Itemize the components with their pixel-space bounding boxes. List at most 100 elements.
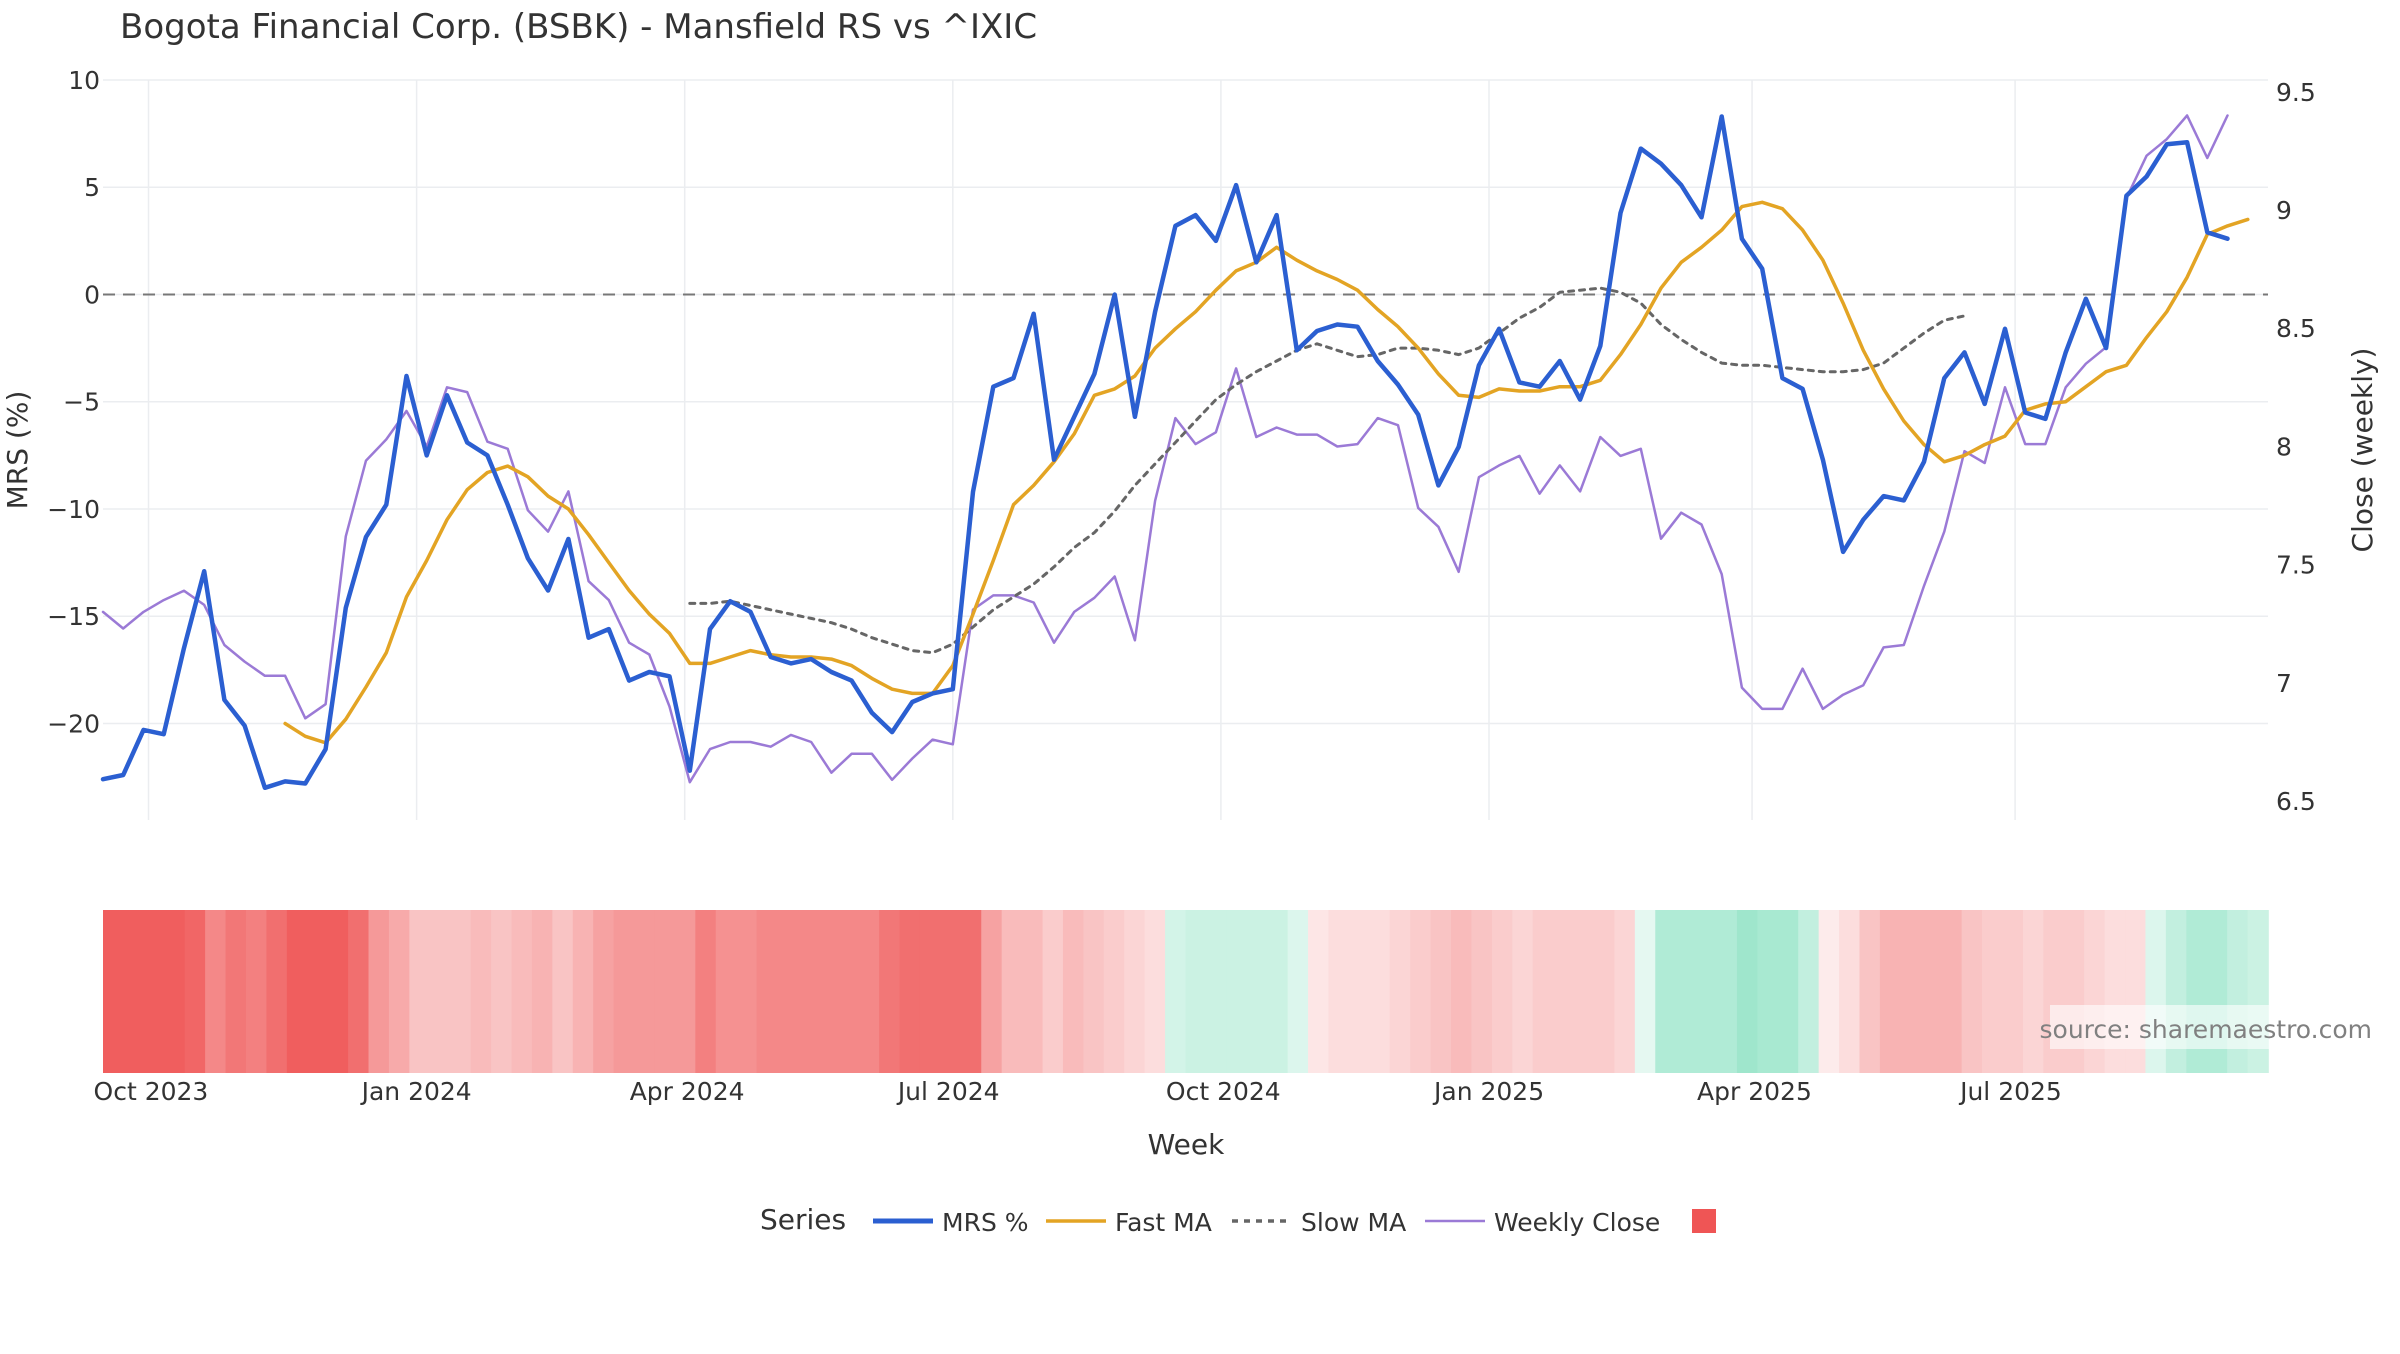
- y-right-tick-label-3: 8: [2276, 432, 2292, 461]
- y-left-tick-label-6: −20: [47, 709, 100, 738]
- x-tick-label-4: Oct 2024: [1166, 1077, 1281, 1106]
- strip-cell-84: [1818, 910, 1840, 1073]
- strip-cell-92: [1982, 910, 2004, 1073]
- strip-cell-59: [1308, 910, 1330, 1073]
- axes: 10 5 0 −5 −10 −15 −20 9.5 9 8.5 8 7.5 7 6.5 Oct 2023 Ja…: [47, 66, 2316, 1106]
- strip-cell-78: [1696, 910, 1718, 1073]
- strip-cell-83: [1798, 910, 1820, 1073]
- strip-cell-53: [1185, 910, 1207, 1073]
- series-lines: [100, 114, 2250, 791]
- series-line-fast-ma: [283, 200, 2250, 745]
- legend-label-slow: Slow MA: [1301, 1208, 1406, 1237]
- strip-cell-5: [205, 910, 227, 1073]
- strip-cell-85: [1839, 910, 1861, 1073]
- strip-cell-0: [103, 910, 125, 1073]
- strip-cell-89: [1920, 910, 1943, 1073]
- watermark: source: sharemaestro.com: [2040, 1015, 2373, 1044]
- chart-title: Bogota Financial Corp. (BSBK) - Mansfiel…: [120, 7, 1037, 47]
- strip-cell-31: [736, 910, 758, 1073]
- strip-cell-10: [307, 910, 329, 1073]
- strip-cell-19: [491, 910, 513, 1073]
- strip-cell-90: [1941, 910, 1963, 1073]
- strip-cell-82: [1777, 910, 1800, 1073]
- strip-cell-40: [919, 910, 942, 1073]
- strip-cell-71: [1553, 910, 1575, 1073]
- y-left-tick-label-2: 0: [84, 280, 100, 309]
- series-line-mrs: [100, 114, 2230, 791]
- strip-cell-52: [1165, 910, 1187, 1073]
- strip-cell-38: [879, 910, 901, 1073]
- y-axis-left-label: MRS (%): [1, 391, 34, 510]
- strip-cell-51: [1144, 910, 1166, 1073]
- strip-cell-87: [1879, 910, 1902, 1073]
- legend-title: Series: [760, 1203, 846, 1236]
- strip-cell-94: [2022, 910, 2045, 1073]
- strip-cell-44: [1001, 910, 1023, 1073]
- strip-cell-41: [940, 910, 962, 1073]
- y-right-tick-label-2: 8.5: [2276, 314, 2316, 343]
- strip-cell-72: [1573, 910, 1595, 1073]
- strip-cell-67: [1471, 910, 1493, 1073]
- y-left-tick-label-3: −5: [63, 388, 100, 417]
- strip-cell-32: [756, 910, 778, 1073]
- strip-cell-91: [1961, 910, 1983, 1073]
- x-tick-label-6: Apr 2025: [1697, 1077, 1812, 1106]
- series-line-slow-ma: [688, 286, 1966, 655]
- strip-cell-25: [613, 910, 635, 1073]
- strip-cell-27: [654, 910, 676, 1073]
- y-axis-right-label: Close (weekly): [2346, 348, 2379, 553]
- y-left-tick-label-5: −15: [47, 602, 100, 631]
- strip-cell-34: [797, 910, 819, 1073]
- y-right-tick-label-6: 6.5: [2276, 787, 2316, 816]
- strip-cell-47: [1062, 910, 1085, 1073]
- strip-cell-26: [634, 910, 656, 1073]
- strip-cell-86: [1859, 910, 1881, 1073]
- strip-cell-6: [225, 910, 247, 1073]
- strip-cell-55: [1226, 910, 1248, 1073]
- strip-cell-16: [429, 910, 452, 1073]
- regime-strip: [103, 910, 2269, 1073]
- y-right-tick-label-5: 7: [2276, 669, 2292, 698]
- strip-cell-9: [286, 910, 309, 1073]
- series-line-weekly-close: [101, 114, 2229, 784]
- strip-cell-54: [1205, 910, 1228, 1073]
- strip-cell-14: [388, 910, 411, 1073]
- strip-cell-93: [2002, 910, 2024, 1073]
- strip-cell-42: [960, 910, 983, 1073]
- x-tick-label-1: Jan 2024: [360, 1077, 472, 1106]
- strip-cell-63: [1389, 910, 1411, 1073]
- legend-label-mrs: MRS %: [942, 1208, 1029, 1237]
- strip-cell-56: [1246, 910, 1268, 1073]
- strip-cell-73: [1593, 910, 1616, 1073]
- strip-cell-75: [1634, 910, 1657, 1073]
- strip-cell-69: [1512, 910, 1534, 1073]
- strip-cell-35: [817, 910, 840, 1073]
- strip-cell-65: [1430, 910, 1452, 1073]
- strip-cell-23: [572, 910, 594, 1073]
- strip-cell-29: [695, 910, 717, 1073]
- strip-cell-58: [1287, 910, 1309, 1073]
- strip-cell-12: [348, 910, 370, 1073]
- strip-cell-77: [1675, 910, 1697, 1073]
- strip-cell-21: [531, 910, 554, 1073]
- strip-cell-20: [511, 910, 533, 1073]
- strip-cell-49: [1103, 910, 1126, 1073]
- strip-cell-15: [409, 910, 431, 1073]
- strip-cell-30: [715, 910, 737, 1073]
- x-tick-label-2: Apr 2024: [630, 1077, 745, 1106]
- strip-cell-61: [1348, 910, 1371, 1073]
- y-left-tick-label-1: 5: [84, 173, 100, 202]
- x-tick-label-3: Jul 2024: [896, 1077, 1000, 1106]
- strip-cell-37: [858, 910, 880, 1073]
- strip-cell-3: [164, 910, 186, 1073]
- strip-cell-4: [184, 910, 206, 1073]
- y-right-tick-label-4: 7.5: [2276, 551, 2316, 580]
- strip-cell-22: [552, 910, 574, 1073]
- strip-cell-62: [1369, 910, 1391, 1073]
- legend-label-close: Weekly Close: [1494, 1208, 1660, 1237]
- strip-cell-17: [450, 910, 472, 1073]
- strip-cell-13: [368, 910, 390, 1073]
- y-right-tick-label-0: 9.5: [2276, 78, 2316, 107]
